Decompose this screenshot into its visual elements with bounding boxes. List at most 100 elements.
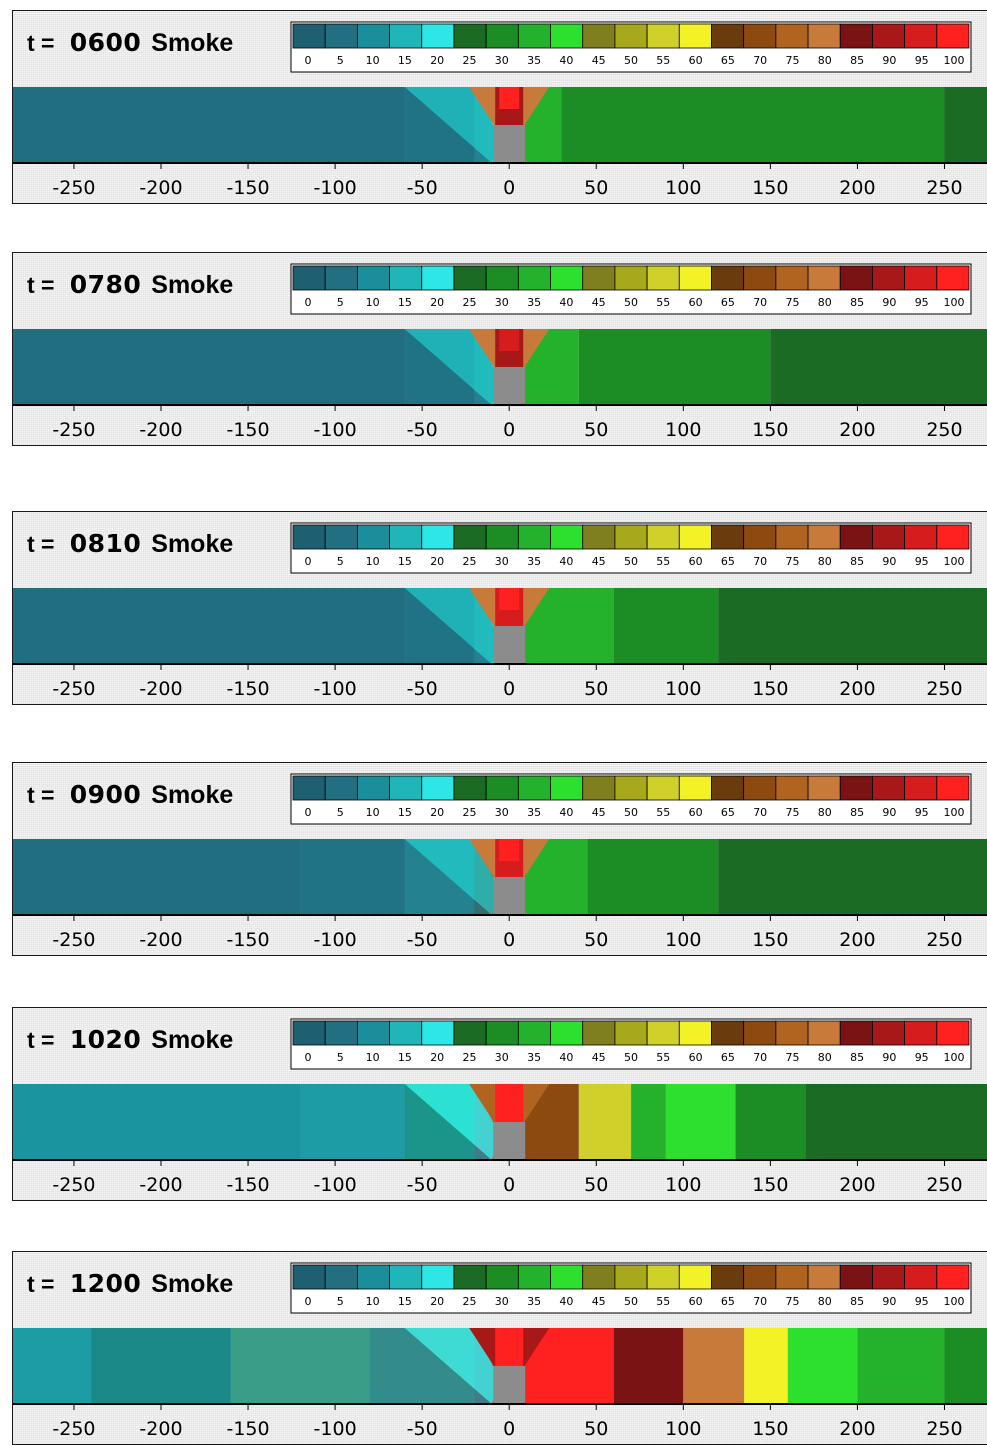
x-tick-label: -50 <box>407 929 438 951</box>
legend-swatch <box>711 265 745 291</box>
legend-swatch <box>550 1020 584 1046</box>
legend-swatch <box>582 23 616 49</box>
legend-tick-label: 40 <box>559 1051 573 1064</box>
legend-swatch <box>743 524 777 550</box>
legend-swatch <box>324 1020 358 1046</box>
x-tick-label: 150 <box>752 177 788 199</box>
x-tick-label: 100 <box>665 678 701 700</box>
legend-swatch <box>775 524 809 550</box>
legend-swatch <box>356 1020 390 1046</box>
panel-title: t = 0600 Smoke <box>27 30 233 56</box>
legend-swatch <box>872 23 906 49</box>
x-tick-label: 250 <box>926 177 962 199</box>
legend-swatch <box>678 265 712 291</box>
time-label: t = <box>27 30 55 56</box>
x-axis: -250 -200 -150 -100 -50 0 50 100 150 200 250 <box>13 1159 987 1196</box>
legend-swatch <box>356 775 390 801</box>
legend-tick-label: 100 <box>944 54 965 67</box>
x-tick-label: 0 <box>503 1174 515 1196</box>
legend-tick-label: 0 <box>305 806 312 819</box>
legend-swatch <box>389 23 423 49</box>
legend-swatch <box>807 23 841 49</box>
legend-swatch <box>807 1020 841 1046</box>
legend-swatch <box>678 1264 712 1290</box>
x-axis: -250 -200 -150 -100 -50 0 50 100 150 200 250 <box>13 663 987 700</box>
x-tick-label: 100 <box>665 419 701 441</box>
color-legend: 0 5 10 15 20 25 30 35 40 45 50 55 60 65 70 75 80 85 90 95 10… <box>290 773 972 825</box>
legend-tick-label: 50 <box>624 296 638 309</box>
x-tick-label: -150 <box>226 678 269 700</box>
legend-swatch <box>453 524 487 550</box>
legend-tick-label: 65 <box>721 296 735 309</box>
legend-swatch <box>389 1020 423 1046</box>
source-block <box>493 125 526 163</box>
contour-band <box>13 1084 492 1160</box>
legend-tick-label: 10 <box>366 555 380 568</box>
contour-band <box>613 1328 684 1404</box>
legend-swatch <box>453 775 487 801</box>
plume-core <box>499 839 520 861</box>
contour-band <box>631 1084 666 1160</box>
legend-tick-label: 50 <box>624 806 638 819</box>
legend-swatch <box>614 23 648 49</box>
legend-tick-label: 35 <box>527 296 541 309</box>
legend-swatch <box>324 1264 358 1290</box>
legend-swatch <box>775 23 809 49</box>
legend-swatch <box>421 1264 455 1290</box>
x-tick-label: -250 <box>52 419 95 441</box>
x-tick-label: -250 <box>52 929 95 951</box>
legend-swatch <box>292 265 326 291</box>
contour-band <box>404 588 501 664</box>
legend-tick-label: 100 <box>944 806 965 819</box>
contour-band <box>944 87 987 163</box>
contour-band <box>613 588 719 664</box>
legend-swatch <box>421 23 455 49</box>
legend-tick-label: 70 <box>753 1051 767 1064</box>
contour-band <box>13 329 492 405</box>
legend-tick-label: 85 <box>850 1051 864 1064</box>
legend-tick-label: 40 <box>559 1295 573 1308</box>
time-label: t = <box>27 1271 55 1297</box>
x-tick-label: -100 <box>314 1174 357 1196</box>
legend-swatch <box>389 775 423 801</box>
legend-tick-label: 5 <box>337 54 344 67</box>
legend-swatch <box>872 1020 906 1046</box>
legend-tick-label: 80 <box>818 806 832 819</box>
legend-tick-label: 30 <box>495 1295 509 1308</box>
legend-swatch <box>678 775 712 801</box>
legend-swatch <box>711 1020 745 1046</box>
contour-band <box>857 1328 945 1404</box>
legend-tick-label: 95 <box>915 1295 929 1308</box>
legend-tick-label: 45 <box>592 1051 606 1064</box>
x-tick-label: 200 <box>839 177 875 199</box>
x-tick-label: 50 <box>584 929 608 951</box>
legend-swatch <box>775 265 809 291</box>
legend-tick-label: 95 <box>915 806 929 819</box>
legend-tick-label: 45 <box>592 54 606 67</box>
contour-band <box>944 1328 987 1404</box>
panel-title: t = 0810 Smoke <box>27 531 233 557</box>
time-label: t = <box>27 272 55 298</box>
legend-tick-label: 100 <box>944 1051 965 1064</box>
time-value: 0780 <box>60 270 142 299</box>
legend-swatch <box>614 1264 648 1290</box>
source-block <box>493 367 526 405</box>
legend-swatch <box>453 1020 487 1046</box>
legend-tick-label: 5 <box>337 1051 344 1064</box>
legend-tick-label: 10 <box>366 1295 380 1308</box>
x-tick-label: 200 <box>839 929 875 951</box>
legend-tick-label: 65 <box>721 54 735 67</box>
legend-swatch <box>614 1020 648 1046</box>
legend-tick-label: 95 <box>915 296 929 309</box>
panel-svg: 0 5 10 15 20 25 30 35 40 45 50 55 60 65 70 75 80 85 90 95 10… <box>13 522 987 700</box>
x-tick-label: 0 <box>503 1418 515 1440</box>
legend-swatch <box>904 775 938 801</box>
legend-swatch <box>550 775 584 801</box>
legend-swatch <box>646 1020 680 1046</box>
legend-swatch <box>389 265 423 291</box>
legend-tick-label: 55 <box>656 806 670 819</box>
source-block <box>493 1122 526 1160</box>
x-tick-label: 150 <box>752 678 788 700</box>
legend-tick-label: 60 <box>689 1051 703 1064</box>
legend-tick-label: 25 <box>463 555 477 568</box>
